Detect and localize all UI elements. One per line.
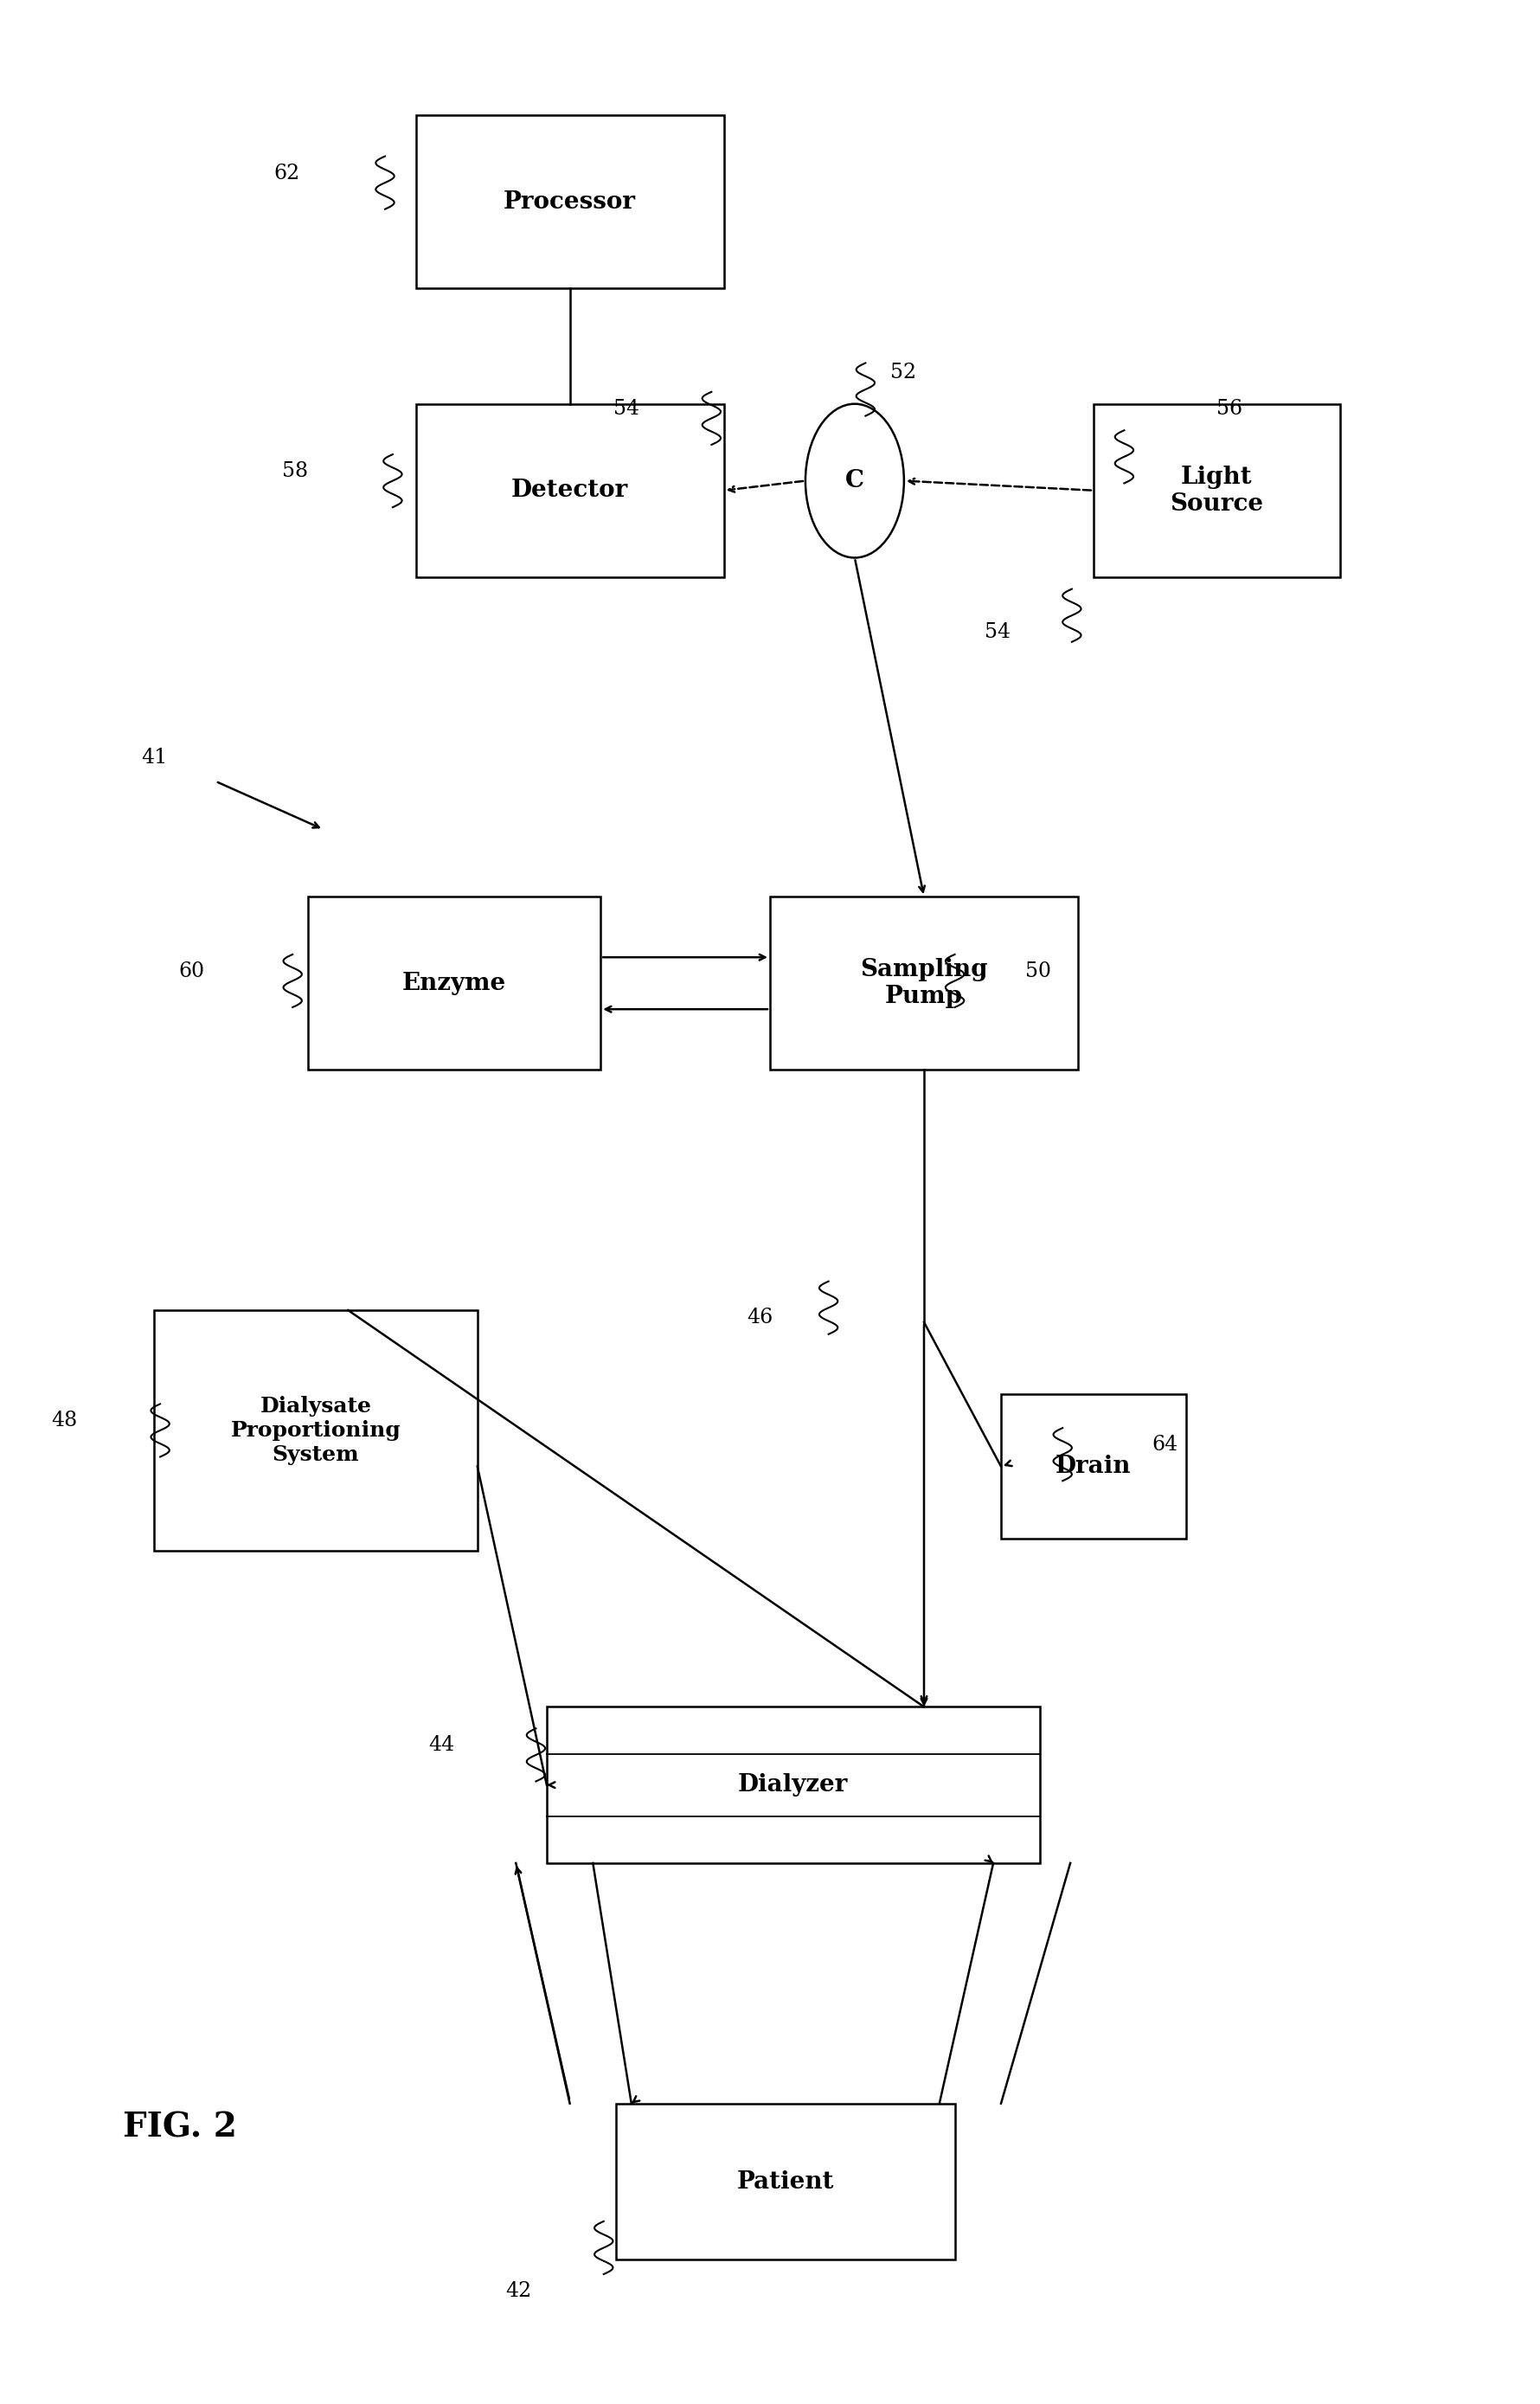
Text: Detector: Detector — [511, 478, 628, 502]
Text: 64: 64 — [1152, 1435, 1178, 1454]
Text: 41: 41 — [142, 748, 166, 767]
Bar — [154, 1310, 477, 1551]
Text: FIG. 2: FIG. 2 — [123, 2111, 237, 2144]
Text: 60: 60 — [179, 962, 205, 981]
Text: Dialysate
Proportioning
System: Dialysate Proportioning System — [231, 1397, 400, 1464]
Text: 42: 42 — [505, 2281, 531, 2301]
Bar — [547, 1707, 1040, 1863]
Text: 54: 54 — [984, 623, 1010, 642]
Text: 46: 46 — [747, 1308, 773, 1327]
Text: 48: 48 — [51, 1411, 77, 1430]
Text: Sampling
Pump: Sampling Pump — [861, 959, 987, 1007]
Text: 58: 58 — [282, 462, 308, 481]
Bar — [770, 897, 1078, 1070]
Bar — [1001, 1394, 1186, 1539]
Text: Light
Source: Light Source — [1170, 466, 1263, 514]
Text: Enzyme: Enzyme — [402, 971, 507, 995]
Text: C: C — [845, 469, 864, 493]
Bar — [416, 115, 724, 288]
Bar — [308, 897, 601, 1070]
Text: 52: 52 — [890, 363, 916, 382]
Bar — [1093, 404, 1340, 577]
Bar — [416, 404, 724, 577]
Bar — [616, 2104, 955, 2260]
Text: Patient: Patient — [736, 2171, 835, 2192]
Text: 56: 56 — [1217, 399, 1243, 418]
Text: 44: 44 — [428, 1736, 454, 1755]
Text: Dialyzer: Dialyzer — [738, 1774, 849, 1796]
Text: Processor: Processor — [504, 190, 636, 214]
Text: 50: 50 — [1026, 962, 1052, 981]
Text: 62: 62 — [274, 163, 300, 183]
Text: 54: 54 — [613, 399, 639, 418]
Text: Drain: Drain — [1055, 1454, 1132, 1478]
